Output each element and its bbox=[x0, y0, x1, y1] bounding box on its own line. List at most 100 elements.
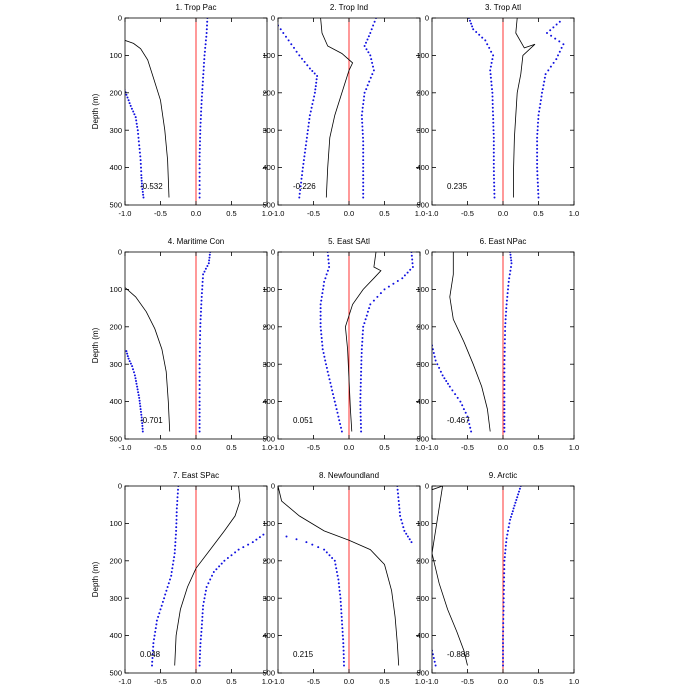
lower-bound-dot bbox=[135, 380, 137, 382]
upper-bound-dot bbox=[510, 266, 512, 268]
upper-bound-dot bbox=[198, 175, 201, 178]
panel-data bbox=[319, 252, 414, 433]
lower-bound-dot bbox=[338, 586, 341, 588]
lower-bound-dot bbox=[489, 69, 492, 72]
lower-bound-dot bbox=[441, 374, 444, 377]
upper-bound-dot bbox=[367, 35, 370, 38]
lower-bound-dot bbox=[130, 107, 133, 110]
lower-bound-dot bbox=[331, 389, 334, 392]
upper-bound-dot bbox=[207, 582, 210, 585]
upper-bound-dot bbox=[397, 500, 400, 502]
upper-bound-dot bbox=[552, 61, 555, 64]
upper-bound-dot bbox=[510, 262, 513, 265]
y-tick-label: 400 bbox=[416, 397, 429, 406]
lower-bound-dot bbox=[448, 385, 451, 388]
upper-bound-dot bbox=[361, 129, 364, 132]
lower-bound-dot bbox=[175, 514, 178, 517]
x-tick-label: 1.0 bbox=[569, 209, 579, 218]
upper-bound-dot bbox=[401, 277, 404, 280]
lower-bound-dot bbox=[137, 136, 140, 139]
lower-bound-dot bbox=[311, 70, 314, 72]
upper-bound-dot bbox=[200, 630, 203, 633]
lower-bound-dot bbox=[330, 385, 333, 388]
x-tick-label: 0.5 bbox=[533, 209, 543, 218]
upper-bound-dot bbox=[208, 256, 211, 259]
upper-bound-dot bbox=[503, 363, 506, 366]
upper-bound-dot bbox=[215, 568, 218, 571]
x-tick-label: 0.0 bbox=[344, 443, 354, 452]
upper-bound-dot bbox=[200, 303, 203, 306]
upper-bound-dot bbox=[537, 114, 540, 117]
mean-profile-line bbox=[513, 18, 536, 198]
upper-bound-dot bbox=[362, 189, 365, 191]
upper-bound-dot bbox=[364, 318, 367, 321]
panel-6: 6. East NPac -1.0 -0.5 0.0 0.5 1.0 0 100 200 300 4… bbox=[416, 237, 579, 452]
panel-8: 8. Newfoundland -1.0 -0.5 0.0 0.5 1.0 0 100 200 3… bbox=[262, 471, 425, 686]
x-tick-label: 0.5 bbox=[226, 443, 236, 452]
x-tick-label: 0.5 bbox=[379, 443, 389, 452]
upper-bound-dot bbox=[558, 20, 561, 23]
upper-bound-dot bbox=[372, 69, 375, 72]
upper-bound-dot bbox=[537, 185, 539, 188]
lower-bound-dot bbox=[340, 604, 342, 607]
upper-bound-dot bbox=[505, 310, 508, 313]
lower-bound-dot bbox=[491, 99, 494, 102]
upper-bound-dot bbox=[198, 664, 201, 667]
upper-bound-dot bbox=[503, 384, 506, 386]
upper-bound-dot bbox=[503, 354, 506, 357]
lower-bound-dot bbox=[176, 500, 179, 502]
upper-bound-dot bbox=[206, 20, 209, 23]
y-tick-label: 300 bbox=[416, 594, 429, 603]
upper-bound-dot bbox=[362, 196, 365, 199]
lower-bound-dot bbox=[443, 377, 446, 380]
lower-bound-dot bbox=[492, 166, 495, 169]
y-tick-label: 300 bbox=[109, 360, 122, 369]
lower-bound-dot bbox=[478, 33, 481, 36]
lower-bound-dot bbox=[151, 660, 154, 663]
lower-bound-dot bbox=[307, 121, 310, 124]
upper-bound-dot bbox=[200, 114, 202, 117]
lower-bound-dot bbox=[308, 114, 311, 117]
upper-bound-dot bbox=[503, 426, 506, 429]
lower-bound-dot bbox=[454, 393, 457, 396]
upper-bound-dot bbox=[403, 274, 406, 277]
lower-bound-dot bbox=[175, 507, 178, 510]
mean-profile-line bbox=[125, 40, 170, 198]
lower-bound-dot bbox=[311, 543, 314, 546]
upper-bound-dot bbox=[204, 43, 207, 46]
upper-bound-dot bbox=[359, 396, 362, 399]
lower-bound-dot bbox=[340, 612, 343, 615]
upper-bound-dot bbox=[199, 314, 202, 317]
upper-bound-dot bbox=[363, 322, 366, 325]
upper-bound-dot bbox=[503, 411, 506, 414]
upper-bound-dot bbox=[359, 415, 362, 418]
upper-bound-dot bbox=[502, 584, 505, 587]
upper-bound-dot bbox=[204, 46, 207, 49]
lower-bound-dot bbox=[491, 91, 494, 94]
lower-bound-dot bbox=[320, 337, 323, 339]
lower-bound-dot bbox=[175, 522, 178, 525]
y-tick-label: 500 bbox=[109, 669, 122, 678]
upper-bound-dot bbox=[362, 155, 365, 158]
lower-bound-dot bbox=[299, 189, 302, 191]
x-tick-label: 0.0 bbox=[498, 209, 508, 218]
lower-bound-dot bbox=[131, 365, 134, 368]
upper-bound-dot bbox=[504, 322, 507, 325]
upper-bound-dot bbox=[360, 114, 363, 117]
upper-bound-dot bbox=[509, 253, 512, 256]
upper-bound-dot bbox=[198, 151, 201, 154]
upper-bound-dot bbox=[202, 76, 205, 79]
upper-bound-dot bbox=[206, 265, 209, 267]
lower-bound-dot bbox=[436, 363, 439, 366]
lower-bound-dot bbox=[484, 39, 487, 42]
lower-bound-dot bbox=[140, 166, 142, 169]
upper-bound-dot bbox=[205, 586, 208, 588]
upper-bound-dot bbox=[504, 552, 507, 555]
upper-bound-dot bbox=[371, 73, 374, 76]
lower-bound-dot bbox=[136, 125, 139, 128]
upper-bound-dot bbox=[200, 95, 203, 98]
upper-bound-dot bbox=[502, 597, 505, 600]
x-tick-label: 0.0 bbox=[191, 677, 201, 686]
lower-bound-dot bbox=[174, 544, 177, 547]
